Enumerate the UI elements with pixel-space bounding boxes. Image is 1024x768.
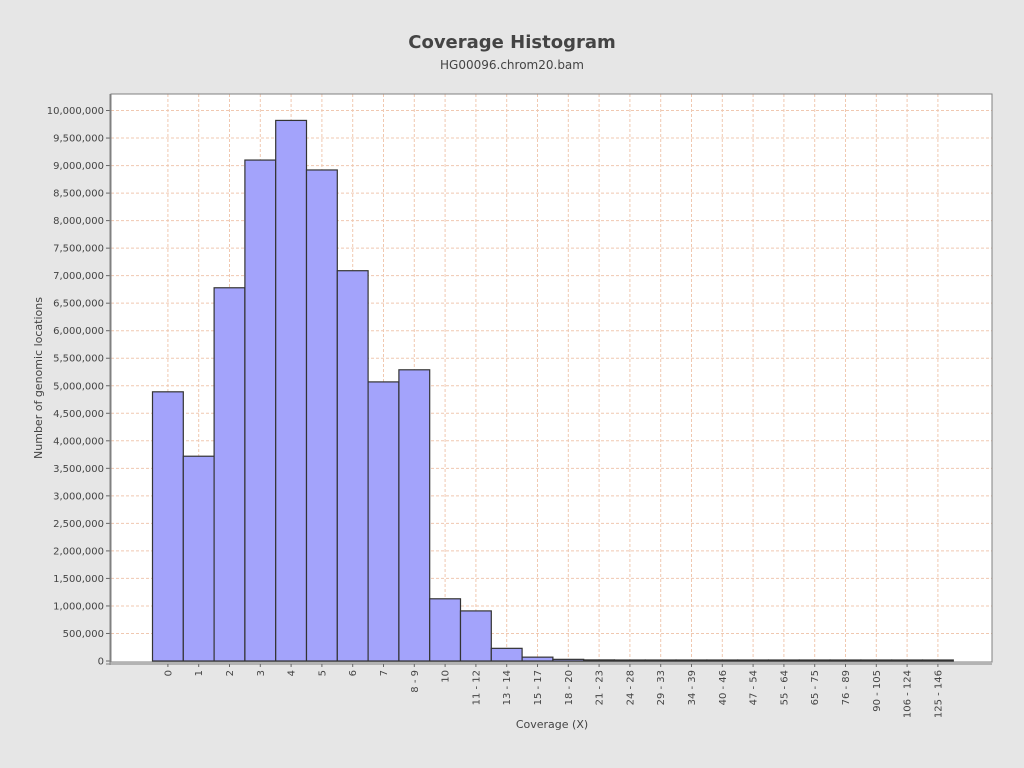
x-tick-label: 125 - 146 — [933, 670, 944, 718]
x-tick-label: 65 - 75 — [810, 670, 821, 705]
y-tick-label: 5,500,000 — [53, 354, 104, 365]
histogram-bar — [829, 659, 862, 662]
histogram-bar — [429, 598, 462, 662]
histogram-bar — [860, 659, 893, 662]
histogram-bar — [921, 659, 954, 662]
histogram-bar — [275, 119, 308, 662]
x-tick-label: 76 - 89 — [841, 670, 852, 705]
histogram-bar — [244, 159, 277, 662]
y-tick-label: 8,000,000 — [53, 216, 104, 227]
histogram-bar — [151, 391, 184, 662]
y-tick-label: 6,500,000 — [53, 299, 104, 310]
histogram-bar — [737, 659, 770, 662]
histogram-bar — [336, 270, 369, 662]
histogram-bar — [767, 659, 800, 662]
x-tick-label: 4 — [287, 670, 298, 676]
x-tick-label: 34 - 39 — [687, 670, 698, 705]
x-tick-label: 6 — [348, 670, 359, 676]
y-tick-label: 8,500,000 — [53, 189, 104, 200]
y-tick-label: 0 — [98, 657, 104, 668]
y-tick-label: 9,000,000 — [53, 161, 104, 172]
axis-layer: 0 500,000 1,000,000 1,500,000 2,000,000 2,500… — [47, 93, 993, 718]
histogram-bar — [213, 287, 246, 662]
x-tick-label: 24 - 28 — [625, 670, 636, 705]
x-tick-label: 2 — [225, 670, 236, 676]
x-tick-label: 21 - 23 — [595, 670, 606, 705]
chart-subtitle: HG00096.chrom20.bam — [440, 58, 584, 72]
plot-frame — [110, 93, 993, 663]
histogram-bar — [583, 659, 616, 662]
histogram-bar — [182, 455, 215, 662]
y-tick-label: 2,500,000 — [53, 519, 104, 530]
x-tick-label: 10 — [441, 670, 452, 683]
y-tick-label: 7,500,000 — [53, 244, 104, 255]
x-tick-label: 15 - 17 — [533, 670, 544, 705]
x-tick-label: 1 — [194, 670, 205, 676]
histogram-bar — [675, 659, 708, 662]
x-tick-label: 90 - 105 — [872, 670, 883, 712]
histogram-bar — [459, 610, 492, 662]
x-tick-label: 40 - 46 — [718, 670, 729, 705]
histogram-bar — [398, 369, 431, 662]
x-tick-label: 11 - 12 — [471, 670, 482, 705]
x-tick-label: 47 - 54 — [749, 670, 760, 705]
y-tick-label: 9,500,000 — [53, 134, 104, 145]
y-tick-label: 1,500,000 — [53, 574, 104, 585]
y-tick-label: 7,000,000 — [53, 271, 104, 282]
x-tick-label: 13 - 14 — [502, 670, 513, 705]
chart-title: Coverage Histogram — [408, 32, 615, 53]
x-tick-label: 5 — [317, 670, 328, 676]
histogram-bar — [891, 659, 924, 662]
y-tick-label: 1,000,000 — [53, 601, 104, 612]
y-tick-label: 10,000,000 — [47, 106, 104, 117]
y-tick-label: 4,500,000 — [53, 409, 104, 420]
x-tick-label: 7 — [379, 670, 390, 676]
histogram-bar — [552, 658, 585, 662]
y-tick-label: 6,000,000 — [53, 326, 104, 337]
y-tick-label: 500,000 — [63, 629, 104, 640]
histogram-bar — [613, 659, 646, 662]
x-tick-label: 18 - 20 — [564, 670, 575, 705]
y-tick-label: 5,000,000 — [53, 381, 104, 392]
y-tick-label: 2,000,000 — [53, 546, 104, 557]
y-axis-label: Number of genomic locations — [32, 297, 45, 459]
y-tick-label: 3,500,000 — [53, 464, 104, 475]
histogram-bar — [706, 659, 739, 662]
x-axis-label: Coverage (X) — [516, 718, 588, 731]
x-tick-label: 3 — [256, 670, 267, 676]
y-tick-label: 4,000,000 — [53, 436, 104, 447]
x-tick-label: 106 - 124 — [903, 670, 914, 718]
bar-layer — [151, 119, 954, 662]
histogram-bar — [521, 656, 554, 662]
x-tick-label: 29 - 33 — [656, 670, 667, 705]
x-tick-label: 0 — [163, 670, 174, 676]
x-tick-label: 55 - 64 — [779, 670, 790, 705]
histogram-bar — [305, 169, 338, 662]
y-tick-label: 3,000,000 — [53, 491, 104, 502]
histogram-bar — [798, 659, 831, 662]
histogram-bar — [490, 647, 523, 662]
histogram-bar — [367, 381, 400, 662]
histogram-bar — [644, 659, 677, 662]
x-tick-label: 8 - 9 — [410, 670, 421, 693]
